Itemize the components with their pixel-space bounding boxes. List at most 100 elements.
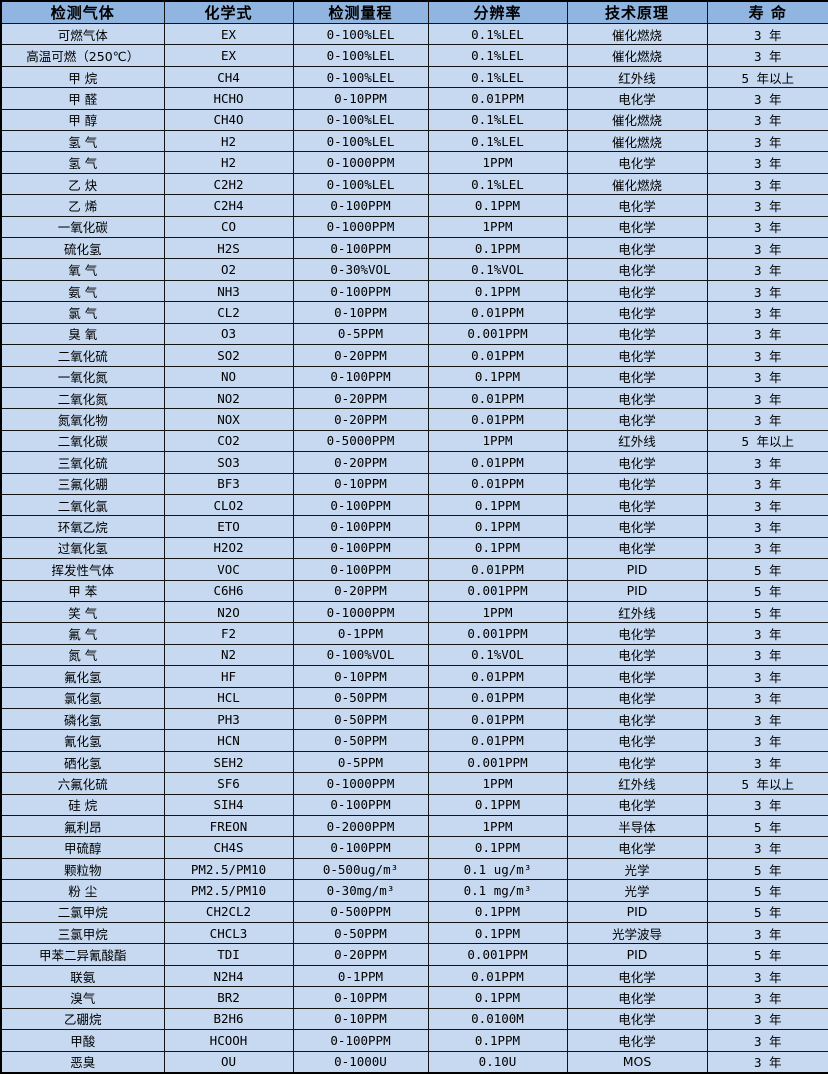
cell-resolution: 1PPM xyxy=(427,772,568,795)
cell-resolution: 0.01PPM xyxy=(427,472,568,495)
cell-formula: PM2.5/PM10 xyxy=(163,857,294,881)
cell-gas: 颗粒物 xyxy=(0,857,165,881)
cell-gas: 恶臭 xyxy=(0,1050,165,1074)
cell-formula: CL2 xyxy=(163,301,294,324)
cell-formula: CH4O xyxy=(163,108,294,132)
cell-range: 0-20PPM xyxy=(292,943,429,966)
cell-gas: 挥发性气体 xyxy=(0,558,165,581)
table-row: 氢 气 H2 0-1000PPM 1PPM 电化学 3 年 xyxy=(0,151,828,174)
cell-formula: SO3 xyxy=(163,451,294,474)
cell-range: 0-1000PPM xyxy=(292,600,429,624)
cell-resolution: 1PPM xyxy=(427,429,568,453)
cell-lifespan: 3 年 xyxy=(706,215,828,239)
col-header-range: 检测量程 xyxy=(292,0,429,24)
table-row: 甲 苯 C6H6 0-20PPM 0.001PPM PID 5 年 xyxy=(0,579,828,602)
table-row: 氮氧化物 NOX 0-20PPM 0.01PPM 电化学 3 年 xyxy=(0,408,828,431)
cell-principle: 电化学 xyxy=(566,194,708,217)
col-header-principle: 技术原理 xyxy=(566,0,708,24)
cell-resolution: 0.10U xyxy=(427,1050,568,1074)
cell-principle: 电化学 xyxy=(566,258,708,281)
cell-gas: 硅 烷 xyxy=(0,793,165,817)
cell-gas: 磷化氢 xyxy=(0,707,165,731)
cell-range: 0-100PPM xyxy=(292,558,429,581)
cell-formula: H2 xyxy=(163,130,294,153)
cell-resolution: 0.001PPM xyxy=(427,322,568,346)
cell-gas: 六氟化硫 xyxy=(0,772,165,795)
table-body: 可燃气体 EX 0-100%LEL 0.1%LEL 催化燃烧 3 年高温可燃（250℃） E… xyxy=(0,22,828,1074)
cell-formula: HCL xyxy=(163,686,294,710)
cell-lifespan: 3 年 xyxy=(706,344,828,367)
cell-formula: SF6 xyxy=(163,772,294,795)
cell-lifespan: 3 年 xyxy=(706,1050,828,1074)
header-row: 检测气体 化学式 检测量程 分辨率 技术原理 寿 命 xyxy=(0,0,828,24)
cell-formula: HCOOH xyxy=(163,1029,294,1052)
cell-lifespan: 5 年以上 xyxy=(706,65,828,89)
cell-range: 0-20PPM xyxy=(292,408,429,431)
table-row: 氰化氢 HCN 0-50PPM 0.01PPM 电化学 3 年 xyxy=(0,729,828,752)
table-row: 二氧化氯 CLO2 0-100PPM 0.1PPM 电化学 3 年 xyxy=(0,493,828,517)
cell-gas: 氢 气 xyxy=(0,130,165,153)
table-row: 二氧化硫 SO2 0-20PPM 0.01PPM 电化学 3 年 xyxy=(0,344,828,367)
cell-formula: ETO xyxy=(163,515,294,538)
cell-range: 0-100%LEL xyxy=(292,108,429,132)
table-row: 一氧化碳 CO 0-1000PPM 1PPM 电化学 3 年 xyxy=(0,215,828,239)
cell-range: 0-10PPM xyxy=(292,1007,429,1031)
table-row: 氯化氢 HCL 0-50PPM 0.01PPM 电化学 3 年 xyxy=(0,686,828,710)
cell-lifespan: 3 年 xyxy=(706,386,828,410)
table-row: 环氧乙烷 ETO 0-100PPM 0.1PPM 电化学 3 年 xyxy=(0,515,828,538)
cell-range: 0-50PPM xyxy=(292,707,429,731)
cell-gas: 二氧化碳 xyxy=(0,429,165,453)
cell-principle: 电化学 xyxy=(566,643,708,667)
table-row: 臭 氧 O3 0-5PPM 0.001PPM 电化学 3 年 xyxy=(0,322,828,346)
table-row: 甲 醇 CH4O 0-100%LEL 0.1%LEL 催化燃烧 3 年 xyxy=(0,108,828,132)
cell-gas: 甲 醛 xyxy=(0,87,165,110)
cell-lifespan: 3 年 xyxy=(706,493,828,517)
cell-formula: C6H6 xyxy=(163,579,294,602)
cell-gas: 三氯甲烷 xyxy=(0,922,165,945)
cell-gas: 三氟化硼 xyxy=(0,472,165,495)
table-row: 二氧化氮 NO2 0-20PPM 0.01PPM 电化学 3 年 xyxy=(0,386,828,410)
cell-range: 0-1PPM xyxy=(292,622,429,645)
cell-lifespan: 3 年 xyxy=(706,922,828,945)
cell-formula: CO2 xyxy=(163,429,294,453)
cell-resolution: 0.001PPM xyxy=(427,622,568,645)
cell-lifespan: 3 年 xyxy=(706,108,828,132)
cell-lifespan: 3 年 xyxy=(706,194,828,217)
cell-formula: EX xyxy=(163,44,294,67)
cell-range: 0-1000PPM xyxy=(292,151,429,174)
cell-lifespan: 3 年 xyxy=(706,964,828,988)
cell-lifespan: 3 年 xyxy=(706,793,828,817)
cell-gas: 硫化氢 xyxy=(0,237,165,260)
cell-principle: 电化学 xyxy=(566,686,708,710)
cell-resolution: 0.01PPM xyxy=(427,87,568,110)
cell-gas: 氯 气 xyxy=(0,301,165,324)
cell-formula: SO2 xyxy=(163,344,294,367)
cell-resolution: 0.01PPM xyxy=(427,558,568,581)
table-row: 溴气 BR2 0-10PPM 0.1PPM 电化学 3 年 xyxy=(0,986,828,1009)
cell-principle: 电化学 xyxy=(566,729,708,752)
cell-principle: 电化学 xyxy=(566,301,708,324)
table-row: 甲 烷 CH4 0-100%LEL 0.1%LEL 红外线 5 年以上 xyxy=(0,65,828,89)
cell-formula: HCHO xyxy=(163,87,294,110)
cell-range: 0-30mg/m³ xyxy=(292,879,429,902)
cell-formula: CLO2 xyxy=(163,493,294,517)
cell-gas: 硒化氢 xyxy=(0,750,165,774)
cell-range: 0-100PPM xyxy=(292,365,429,388)
cell-range: 0-2000PPM xyxy=(292,815,429,838)
cell-formula: BF3 xyxy=(163,472,294,495)
cell-lifespan: 3 年 xyxy=(706,408,828,431)
cell-resolution: 1PPM xyxy=(427,600,568,624)
cell-lifespan: 3 年 xyxy=(706,365,828,388)
table-row: 三氯甲烷 CHCL3 0-50PPM 0.1PPM 光学波导 3 年 xyxy=(0,922,828,945)
cell-resolution: 0.01PPM xyxy=(427,301,568,324)
cell-resolution: 0.001PPM xyxy=(427,750,568,774)
cell-formula: EX xyxy=(163,22,294,46)
cell-resolution: 0.1%LEL xyxy=(427,172,568,196)
cell-resolution: 0.01PPM xyxy=(427,386,568,410)
cell-gas: 二氧化氯 xyxy=(0,493,165,517)
cell-gas: 乙 烯 xyxy=(0,194,165,217)
cell-resolution: 0.01PPM xyxy=(427,686,568,710)
cell-range: 0-1000PPM xyxy=(292,772,429,795)
